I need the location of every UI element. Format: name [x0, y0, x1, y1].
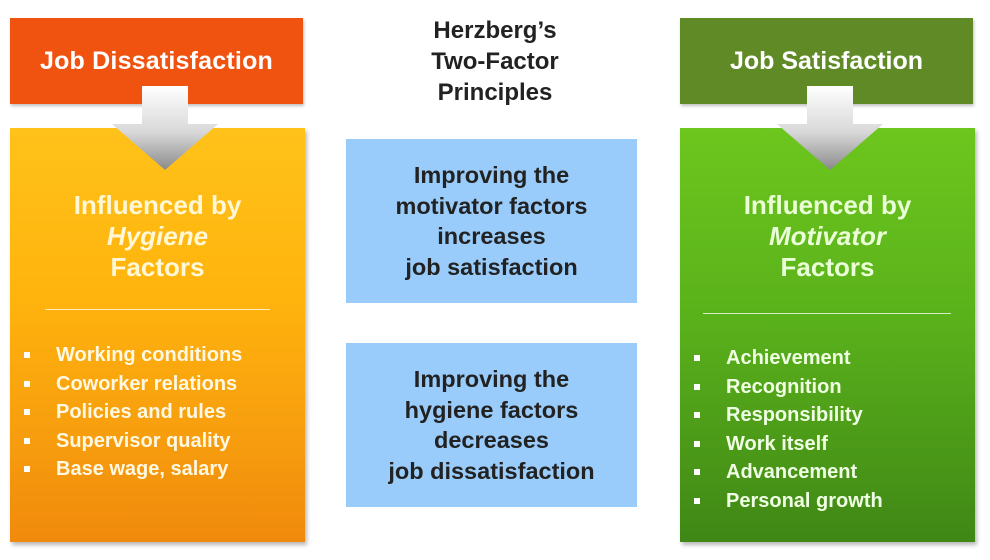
influence-line: Influenced by — [743, 190, 912, 220]
box-line: hygiene factors — [404, 396, 579, 423]
title-line: Two-Factor — [431, 48, 559, 75]
list-item: Supervisor quality — [20, 427, 242, 456]
box-line: motivator factors — [395, 192, 588, 219]
box-line: Improving the — [413, 162, 570, 188]
motivator-emphasis: Motivator — [769, 221, 886, 251]
hygiene-principle-box: Improving the hygiene factors decreases … — [346, 343, 637, 507]
box-line: job satisfaction — [405, 253, 578, 280]
hygiene-influence-text: Influenced by Hygiene Factors — [10, 190, 305, 283]
list-item: Responsibility — [690, 401, 883, 430]
box-line: increases — [437, 223, 546, 249]
list-item: Personal growth — [690, 487, 883, 516]
right-divider — [703, 313, 951, 314]
list-item: Policies and rules — [20, 398, 242, 427]
hygiene-factor-list: Working conditions Coworker relations Po… — [20, 341, 242, 484]
list-item: Advancement — [690, 458, 883, 487]
hygiene-factors-panel — [10, 128, 305, 542]
list-item: Coworker relations — [20, 370, 242, 399]
factors-line: Factors — [780, 252, 875, 282]
list-item: Working conditions — [20, 341, 242, 370]
diagram-title: Herzberg’s Two-Factor Principles — [380, 15, 610, 108]
box-line: decreases — [433, 427, 549, 453]
title-line: Principles — [437, 79, 553, 106]
motivator-influence-text: Influenced by Motivator Factors — [680, 190, 975, 283]
box-line: job dissatisfaction — [388, 457, 595, 484]
influence-line: Influenced by — [73, 190, 242, 220]
hygiene-emphasis: Hygiene — [106, 221, 209, 251]
list-item: Work itself — [690, 430, 883, 459]
motivator-factor-list: Achievement Recognition Responsibility W… — [690, 344, 883, 515]
motivator-principle-box: Improving the motivator factors increase… — [346, 139, 637, 303]
motivator-factors-panel — [680, 128, 975, 542]
down-arrow-icon — [112, 86, 218, 170]
factors-line: Factors — [110, 252, 205, 282]
list-item: Achievement — [690, 344, 883, 373]
job-satisfaction-label: Job Satisfaction — [729, 46, 924, 75]
list-item: Base wage, salary — [20, 455, 242, 484]
job-dissatisfaction-label: Job Dissatisfaction — [39, 46, 274, 75]
list-item: Recognition — [690, 373, 883, 402]
down-arrow-icon — [777, 86, 883, 170]
title-line: Herzberg’s — [433, 17, 557, 44]
job-satisfaction-header: Job Satisfaction — [680, 18, 973, 104]
box-line: Improving the — [413, 366, 570, 392]
left-divider — [45, 309, 270, 310]
